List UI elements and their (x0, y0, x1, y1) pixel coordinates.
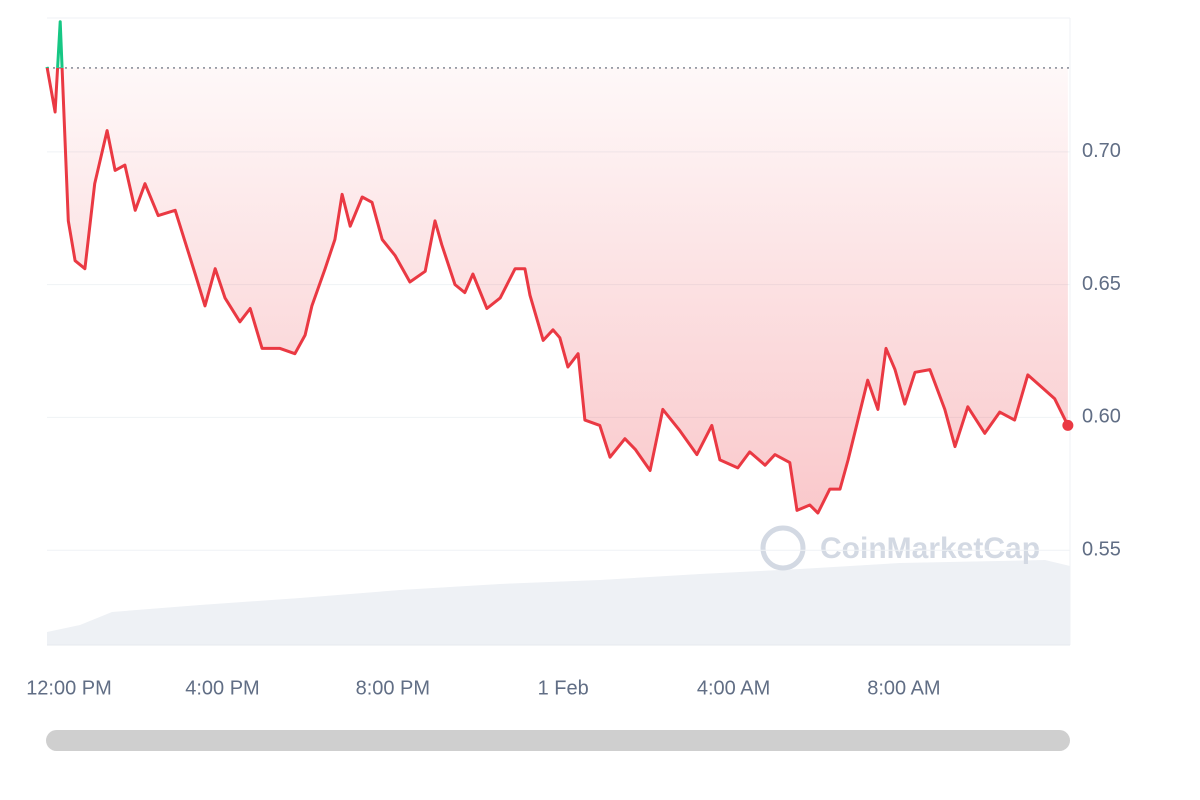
watermark-logo (760, 525, 806, 571)
plot: 0.55 0.60 0.65 0.70 12:00 PM 4:00 PM 8:00 PM 1 … (26, 20, 1121, 699)
watermark-text: CoinMarketCap (820, 532, 1040, 565)
x-tick-label: 8:00 AM (867, 677, 940, 699)
x-tick-label: 4:00 PM (185, 677, 259, 699)
y-tick-label: 0.70 (1082, 140, 1121, 162)
y-tick-label: 0.65 (1082, 273, 1121, 295)
area (47, 67, 1068, 513)
volume-area (47, 560, 1070, 645)
x-tick-label: 4:00 AM (697, 677, 770, 699)
y-tick-label: 0.55 (1082, 538, 1121, 560)
scrollbar[interactable] (46, 730, 1070, 751)
y-tick-label: 0.60 (1082, 406, 1121, 428)
x-tick-label: 1 Feb (538, 677, 589, 699)
price-line (45, 67, 1070, 515)
x-tick-label: 12:00 PM (26, 677, 112, 699)
x-tick-label: 8:00 PM (356, 677, 430, 699)
last-point (1062, 419, 1074, 431)
watermark: CoinMarketCap (760, 525, 1040, 571)
